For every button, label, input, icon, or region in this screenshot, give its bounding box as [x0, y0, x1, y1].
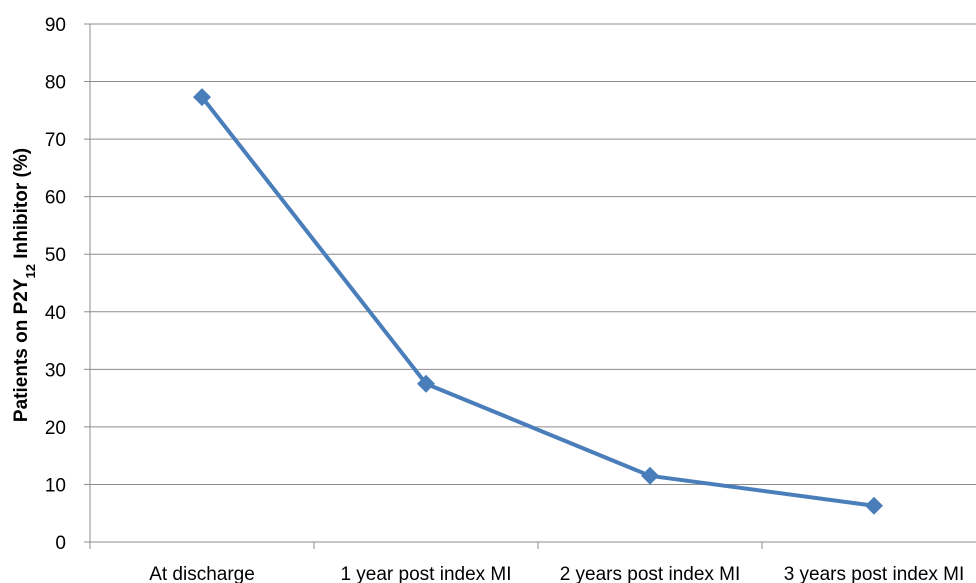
y-axis-label-subscript: 12 [23, 264, 38, 278]
x-tick-labels: At discharge 1 year post index MI 2 years … [149, 564, 964, 583]
y-tick-label: 70 [45, 130, 66, 151]
data-point-marker [193, 88, 211, 107]
data-point-marker [641, 466, 659, 485]
y-tick-label: 60 [45, 188, 66, 209]
y-tick-label: 30 [45, 360, 66, 381]
series-line [200, 95, 876, 508]
y-tick-label: 20 [45, 418, 66, 439]
y-axis-label: Patients on P2Y12 Inhibitor (%) [11, 148, 38, 422]
data-point-marker [865, 496, 883, 515]
y-tick-label: 0 [55, 533, 66, 554]
data-point-marker [417, 374, 435, 393]
y-axis-label-suffix: Inhibitor (%) [11, 148, 32, 264]
x-tick-label: 2 years post index MI [560, 564, 741, 583]
y-tick-label: 80 [45, 73, 66, 94]
y-tick-labels: 0 10 20 30 40 50 60 70 80 90 [45, 15, 66, 554]
y-tick-label: 50 [45, 245, 66, 266]
gridlines [84, 23, 976, 549]
y-tick-label: 10 [45, 475, 66, 496]
x-tick-label: 3 years post index MI [784, 564, 965, 583]
x-tick-label: 1 year post index MI [340, 564, 511, 583]
series [193, 88, 883, 515]
x-tick-label: At discharge [149, 564, 255, 583]
y-tick-label: 40 [45, 303, 66, 324]
y-axis-label-prefix: Patients on P2Y [11, 278, 32, 422]
y-tick-label: 90 [45, 15, 66, 36]
axes [89, 24, 976, 543]
